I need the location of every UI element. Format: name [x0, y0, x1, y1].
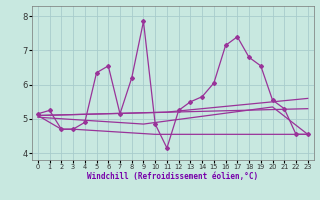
X-axis label: Windchill (Refroidissement éolien,°C): Windchill (Refroidissement éolien,°C): [87, 172, 258, 181]
